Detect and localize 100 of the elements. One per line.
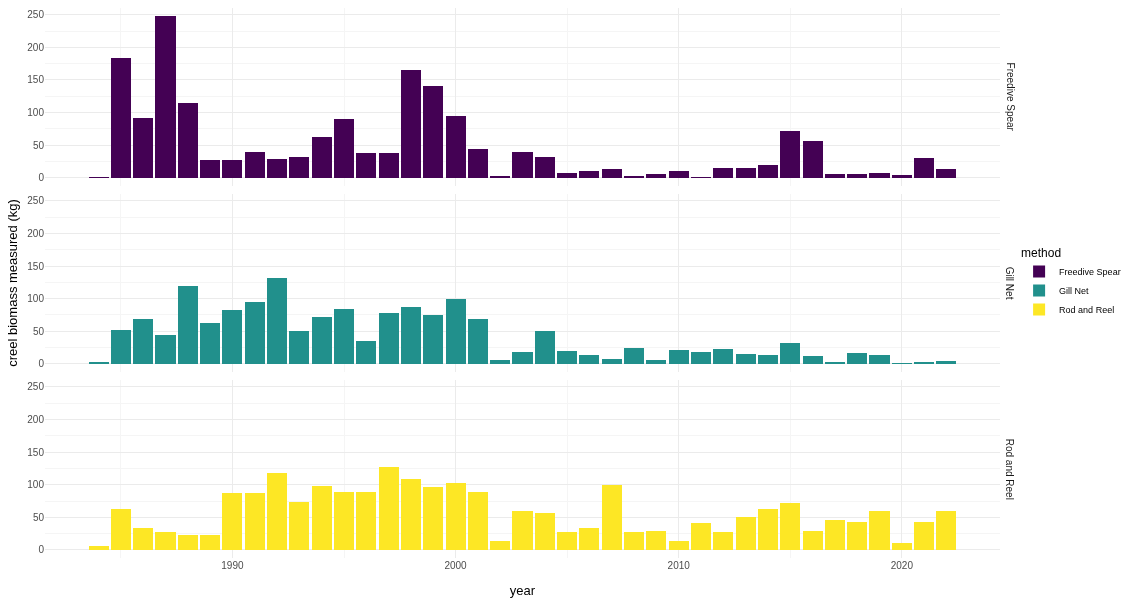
y-tick-label: 200 xyxy=(27,41,45,53)
bar xyxy=(535,331,555,365)
bar xyxy=(936,169,956,178)
bar xyxy=(89,546,109,551)
bar xyxy=(267,473,287,551)
x-tick-label: 2000 xyxy=(444,560,468,571)
bar xyxy=(780,503,800,551)
bar xyxy=(155,16,176,178)
bar xyxy=(936,511,956,551)
bar xyxy=(646,174,666,178)
bar xyxy=(803,356,823,365)
bar xyxy=(133,319,153,365)
bar xyxy=(401,70,421,178)
bar xyxy=(691,523,711,551)
y-tick-label: 100 xyxy=(27,479,45,491)
bar xyxy=(222,310,242,365)
bar xyxy=(847,522,867,551)
bar xyxy=(446,116,466,178)
x-tick-label: 1990 xyxy=(221,560,244,571)
y-tick-label: 100 xyxy=(27,293,45,305)
bar xyxy=(312,137,332,178)
legend-label: Rod and Reel xyxy=(1059,305,1115,316)
x-tick-label: 2010 xyxy=(667,560,691,571)
bar xyxy=(111,509,131,551)
bar xyxy=(334,309,354,365)
bar xyxy=(646,360,666,365)
bar xyxy=(512,511,533,551)
bar xyxy=(401,479,421,551)
bar xyxy=(289,331,309,365)
text: Rod and Reel xyxy=(1004,438,1016,500)
text: Freedive Spear xyxy=(1005,62,1017,131)
bar xyxy=(222,493,242,551)
bar xyxy=(758,355,778,365)
bar xyxy=(512,352,533,365)
bar xyxy=(669,541,689,551)
bar xyxy=(200,323,220,365)
bar xyxy=(222,160,242,178)
y-tick-label: 150 xyxy=(27,446,45,458)
bar xyxy=(803,531,823,551)
bar xyxy=(758,165,778,178)
bar xyxy=(178,103,198,178)
y-tick-label: 250 xyxy=(27,195,45,207)
bar xyxy=(780,131,800,178)
bar xyxy=(401,307,421,365)
bar xyxy=(423,315,443,365)
bar xyxy=(334,119,354,178)
bar xyxy=(557,173,577,178)
bar xyxy=(245,302,265,365)
y-tick-label: 150 xyxy=(27,260,45,272)
legend-label: Freedive Spear xyxy=(1059,267,1121,278)
bar xyxy=(624,348,644,365)
bar xyxy=(512,152,533,178)
bar xyxy=(736,517,756,551)
text: Gill Net xyxy=(1004,266,1016,300)
bar xyxy=(289,157,309,178)
bar xyxy=(312,317,332,365)
legend-title: method xyxy=(1021,246,1062,261)
bar xyxy=(825,174,845,178)
bar xyxy=(133,528,153,551)
bar xyxy=(245,493,265,551)
bar xyxy=(825,362,845,365)
bar xyxy=(490,360,510,365)
bar xyxy=(892,175,912,178)
bar xyxy=(289,502,309,551)
bar xyxy=(669,171,689,178)
bar xyxy=(557,532,577,551)
y-tick-label: 100 xyxy=(27,107,45,119)
bar xyxy=(602,485,622,551)
bar xyxy=(847,174,867,178)
bar xyxy=(468,319,488,365)
bar xyxy=(869,173,890,178)
bar xyxy=(468,492,488,551)
y-tick-label: 150 xyxy=(27,74,45,86)
legend-label: Gill Net xyxy=(1059,286,1090,297)
bar xyxy=(914,362,934,365)
bar xyxy=(602,169,622,178)
bar xyxy=(155,532,176,551)
bar xyxy=(111,330,131,365)
bar xyxy=(155,335,176,365)
bar xyxy=(468,149,488,178)
bar xyxy=(736,354,756,365)
y-tick-label: 250 xyxy=(27,9,45,21)
bar xyxy=(446,483,466,551)
y-tick-label: 0 xyxy=(38,172,45,184)
y-tick-label: 200 xyxy=(27,227,45,239)
bar xyxy=(602,359,622,365)
x-axis-title: year xyxy=(509,582,536,598)
bar xyxy=(825,520,845,551)
bar xyxy=(758,509,778,551)
bar xyxy=(446,299,466,365)
bar xyxy=(669,350,689,365)
y-tick-label: 0 xyxy=(38,358,45,370)
bar xyxy=(914,158,934,178)
bar xyxy=(312,486,332,551)
bar xyxy=(423,86,443,178)
bar xyxy=(111,58,131,178)
bar xyxy=(579,171,599,178)
bar xyxy=(423,487,443,551)
bar xyxy=(356,492,376,551)
bar xyxy=(490,541,510,551)
